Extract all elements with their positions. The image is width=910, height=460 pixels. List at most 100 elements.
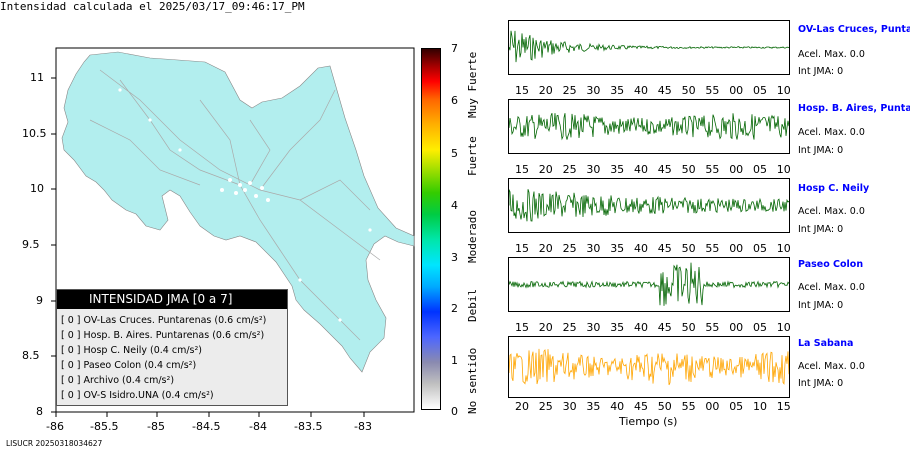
time-tick-label: 30 [586, 163, 601, 176]
time-tick-label: 20 [538, 84, 553, 97]
time-tick-label: 00 [729, 163, 744, 176]
waveform-panel-1 [508, 20, 790, 75]
time-axis-label: Tiempo (s) [619, 415, 678, 428]
colorbar-label: Moderado [466, 210, 479, 263]
colorbar-number: 7 [451, 42, 458, 55]
station-acel: Acel. Max. 0.0 [798, 282, 865, 293]
time-tick-label: 50 [657, 400, 672, 413]
time-tick-label: 25 [562, 84, 577, 97]
time-tick-label: 05 [729, 400, 744, 413]
intensity-legend: INTENSIDAD JMA [0 a 7] [ 0 ] OV-Las Cruc… [56, 289, 288, 406]
time-tick-label: 00 [729, 242, 744, 255]
time-tick-label: 25 [562, 163, 577, 176]
lat-tick: 10 [30, 182, 44, 195]
time-tick-label: 45 [634, 400, 648, 413]
time-tick-label: 45 [657, 84, 672, 97]
lat-tick: 9 [36, 294, 43, 307]
time-tick-label: 15 [515, 321, 529, 334]
waveform-trace [508, 262, 790, 306]
colorbar-label: Debil [466, 288, 479, 322]
station-acel: Acel. Max. 0.0 [798, 49, 865, 60]
time-tick-label: 35 [610, 321, 625, 334]
lon-tick: -84.5 [192, 420, 221, 433]
lon-tick: -85 [147, 420, 165, 433]
lon-tick: -85.5 [90, 420, 119, 433]
station-name: Paseo Colon [798, 259, 864, 270]
station-jma: Int JMA: 0 [798, 300, 844, 311]
lon-tick: -83 [354, 420, 372, 433]
legend-item: [ 0 ] Hosp. B. Aires. Puntarenas (0.6 cm… [61, 330, 265, 341]
colorbar-number: 5 [451, 147, 458, 160]
lat-tick: 8.5 [22, 349, 40, 362]
time-tick-label: 35 [610, 84, 625, 97]
time-tick-label: 30 [586, 321, 601, 334]
time-tick-label: 50 [681, 84, 696, 97]
time-tick-label: 00 [729, 321, 744, 334]
time-tick-label: 55 [705, 84, 720, 97]
lat-tick: 10.5 [22, 127, 47, 140]
intensity-colorbar [421, 48, 441, 410]
station-name: La Sabana [798, 338, 854, 349]
time-tick-label: 35 [610, 163, 625, 176]
lon-tick: -84 [249, 420, 267, 433]
costa-rica-landmass [61, 51, 415, 373]
waveform-panel-2 [508, 99, 790, 154]
time-tick-label: 30 [586, 84, 601, 97]
road-network [89, 69, 381, 341]
waveform-panel-5 [508, 336, 790, 398]
time-tick-label: 05 [753, 84, 767, 97]
time-tick-label: 10 [776, 242, 791, 255]
station-jma: Int JMA: 0 [798, 66, 844, 77]
time-tick-label: 30 [586, 242, 601, 255]
time-tick-label: 10 [753, 400, 767, 413]
station-jma: Int JMA: 0 [798, 145, 844, 156]
time-tick-label: 50 [681, 321, 696, 334]
legend-item: [ 0 ] Archivo (0.4 cm/s²) [61, 375, 175, 386]
time-tick-label: 15 [515, 163, 529, 176]
time-tick-label: 05 [753, 163, 767, 176]
time-tick-label: 20 [538, 163, 553, 176]
waveform-trace [508, 189, 790, 222]
station-jma: Int JMA: 0 [798, 378, 844, 389]
time-tick-label: 10 [776, 321, 791, 334]
colorbar-number: 1 [451, 354, 458, 367]
map-axis-ticks [51, 77, 365, 417]
time-tick-label: 40 [634, 84, 648, 97]
colorbar-number: 3 [451, 251, 458, 264]
station-jma: Int JMA: 0 [798, 224, 844, 235]
waveform-panel-4 [508, 257, 790, 312]
waveform-trace [508, 30, 790, 63]
colorbar-number: 4 [451, 199, 458, 212]
time-tick-label: 35 [610, 242, 625, 255]
station-acel: Acel. Max. 0.0 [798, 206, 865, 217]
time-tick-label: 30 [562, 400, 577, 413]
time-tick-label: 15 [515, 84, 529, 97]
station-acel: Acel. Max. 0.0 [798, 361, 865, 372]
footer-id: LISUCR 20250318034627 [6, 439, 103, 448]
colorbar-label: Muy Fuerte [466, 51, 479, 118]
time-tick-label: 40 [634, 242, 648, 255]
time-tick-label: 45 [657, 163, 672, 176]
station-name: Hosp. B. Aires, Puntare [798, 103, 910, 114]
waveform-line [508, 348, 790, 386]
time-tick-label: 15 [776, 400, 791, 413]
station-points [118, 88, 372, 322]
time-tick-label: 40 [610, 400, 625, 413]
colorbar-label: No sentido [466, 347, 479, 414]
time-tick-label: 20 [538, 242, 553, 255]
station-name: Hosp C. Neily [798, 183, 870, 194]
waveform-trace [508, 112, 790, 141]
lat-tick: 11 [30, 71, 44, 84]
time-tick-label: 15 [515, 242, 529, 255]
time-tick-label: 00 [705, 400, 720, 413]
time-tick-label: 10 [776, 84, 791, 97]
station-acel: Acel. Max. 0.0 [798, 127, 865, 138]
time-tick-label: 00 [729, 84, 744, 97]
legend-title: INTENSIDAD JMA [0 a 7] [57, 290, 287, 309]
time-tick-label: 45 [657, 242, 672, 255]
time-tick-label: 50 [681, 242, 696, 255]
time-tick-label: 50 [681, 163, 696, 176]
lon-tick: -83.5 [294, 420, 323, 433]
time-tick-label: 55 [705, 321, 720, 334]
time-tick-label: 25 [562, 242, 577, 255]
